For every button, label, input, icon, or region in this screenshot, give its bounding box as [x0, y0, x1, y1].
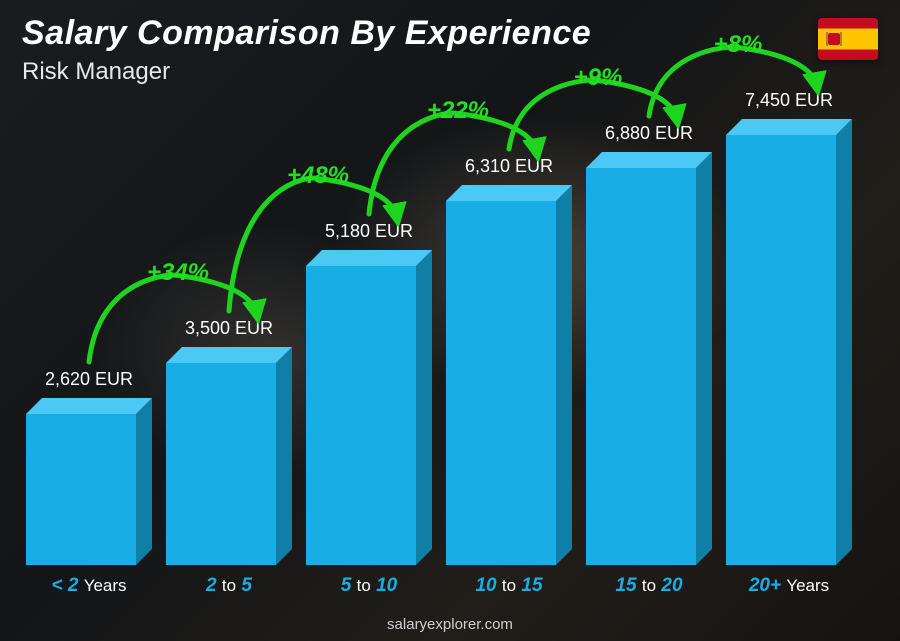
- x-axis-label: 2 to 5: [166, 575, 292, 597]
- x-axis-label: 10 to 15: [446, 575, 572, 597]
- infographic-stage: Salary Comparison By Experience Risk Man…: [0, 0, 900, 641]
- x-axis-label: 15 to 20: [586, 575, 712, 597]
- bar-value-label: 2,620 EUR: [19, 369, 159, 390]
- bar: [166, 363, 276, 565]
- percent-increase-label: +34%: [133, 259, 223, 287]
- percent-increase-label: +9%: [553, 64, 643, 92]
- bar: [26, 414, 136, 565]
- bar: [306, 266, 416, 565]
- x-axis-label: 20+ Years: [726, 575, 852, 597]
- percent-increase-label: +48%: [273, 162, 363, 190]
- bar-value-label: 6,310 EUR: [439, 156, 579, 177]
- x-axis-label: 5 to 10: [306, 575, 432, 597]
- bar-value-label: 6,880 EUR: [579, 123, 719, 144]
- bar: [726, 135, 836, 565]
- bar-chart: < 2 Years2,620 EUR2 to 53,500 EUR5 to 10…: [26, 77, 864, 597]
- chart-title: Salary Comparison By Experience: [22, 14, 591, 53]
- x-axis-label: < 2 Years: [26, 575, 152, 597]
- percent-increase-label: +22%: [413, 97, 503, 125]
- footer-credit: salaryexplorer.com: [0, 616, 900, 633]
- bar-value-label: 5,180 EUR: [299, 221, 439, 242]
- bar: [446, 201, 556, 565]
- bar-value-label: 3,500 EUR: [159, 318, 299, 339]
- bar-value-label: 7,450 EUR: [719, 90, 859, 111]
- percent-increase-label: +8%: [693, 31, 783, 59]
- bar: [586, 168, 696, 565]
- flag-spain: [818, 18, 878, 60]
